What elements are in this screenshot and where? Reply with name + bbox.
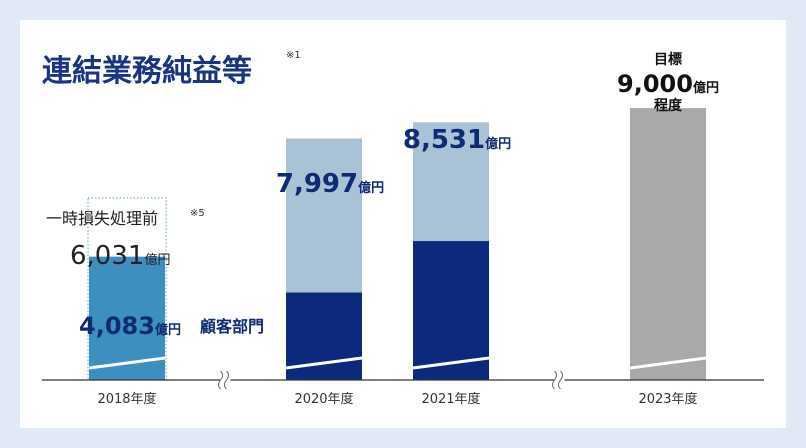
value-label-2021: 8,531億円 xyxy=(403,125,511,155)
pre-loss-outline xyxy=(87,197,167,381)
pre-loss-note: ※5 xyxy=(190,208,205,219)
chart-title: 連結業務純益等 xyxy=(42,54,252,89)
bar-break-stripe xyxy=(412,356,490,370)
chart-panel: 連結業務純益等 ※1 2018年度 2020年度 2021年度 2023年度 4,083… xyxy=(20,20,786,428)
x-tick-label: 2023年度 xyxy=(638,391,697,407)
labels-group: 2018年度 2020年度 2021年度 2023年度 4,083億円 7,997億円 8,… xyxy=(46,51,719,407)
axis-break-mark xyxy=(218,370,223,390)
x-tick-label: 2021年度 xyxy=(421,391,480,407)
series-label-customer: 顧客部門 xyxy=(200,317,264,336)
bar-break-stripe xyxy=(629,356,707,370)
x-tick-label: 2018年度 xyxy=(97,391,156,407)
bar-2020年度-other xyxy=(286,138,362,293)
bar-2021年度-customer xyxy=(413,241,489,380)
target-prefix-label: 目標 xyxy=(654,51,682,68)
bar-2021年度-other xyxy=(413,122,489,242)
bar-break-stripe xyxy=(88,356,166,370)
value-label-2018: 4,083億円 xyxy=(79,312,181,340)
chart-svg: 連結業務純益等 ※1 2018年度 2020年度 2021年度 2023年度 4,083… xyxy=(42,50,764,407)
bar-2023年度-target xyxy=(630,108,706,380)
x-tick-label: 2020年度 xyxy=(294,391,353,407)
axis-break-mark xyxy=(558,370,563,390)
chart-title-note: ※1 xyxy=(286,50,301,61)
value-label-2020: 7,997億円 xyxy=(276,169,384,199)
axis-break-gap xyxy=(554,370,565,390)
axis-break-mark xyxy=(224,370,229,390)
axis-break-gap xyxy=(220,370,231,390)
axis-break-mark xyxy=(552,370,557,390)
bars-group xyxy=(42,108,764,390)
pre-loss-label: 一時損失処理前 xyxy=(46,209,158,228)
value-label-2023: 9,000億円 xyxy=(617,70,719,98)
target-suffix-label: 程度 xyxy=(654,97,683,114)
bar-break-stripe xyxy=(285,356,363,370)
pre-loss-value-label: 6,031億円 xyxy=(70,241,170,271)
